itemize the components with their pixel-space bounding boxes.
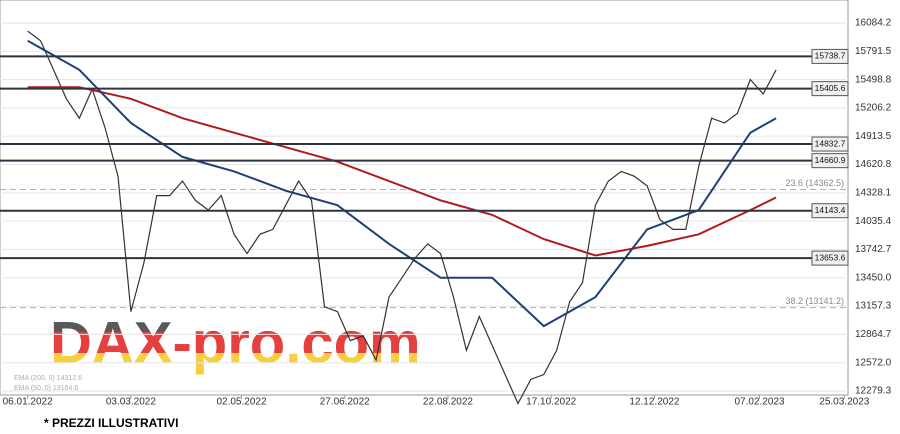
level-box bbox=[811, 250, 849, 266]
x-tick-label: 06.01.2022 bbox=[3, 397, 53, 408]
y-tick-label: 13157.3 bbox=[855, 301, 892, 312]
y-tick-label: 15206.2 bbox=[855, 103, 892, 114]
level-box bbox=[811, 81, 849, 97]
footnote: * PREZZI ILLUSTRATIVI bbox=[44, 416, 178, 430]
x-tick-label: 27.06.2022 bbox=[320, 397, 370, 408]
legend-entry: EMA (50, 0) 13164.6 bbox=[14, 385, 78, 392]
series-line bbox=[27, 86, 777, 257]
level-box bbox=[811, 48, 849, 64]
level-label: 14832.7 bbox=[815, 138, 846, 148]
x-tick-label: 02.05.2022 bbox=[216, 397, 266, 408]
legend-entry: EMA (200, 0) 14312.6 bbox=[14, 375, 82, 382]
watermark: DAX-pro.com bbox=[50, 310, 421, 375]
level-label: 15405.6 bbox=[815, 83, 846, 93]
y-tick-label: 15791.5 bbox=[855, 46, 892, 57]
fib-label: 38.2 (13141.2) bbox=[785, 296, 844, 306]
y-tick-label: 15498.8 bbox=[855, 74, 892, 85]
level-box bbox=[811, 136, 849, 152]
y-tick-label: 12864.7 bbox=[855, 329, 892, 340]
y-tick-label: 16084.2 bbox=[855, 18, 892, 29]
y-tick-label: 14620.8 bbox=[855, 159, 892, 170]
y-tick-label: 13450.0 bbox=[855, 272, 892, 283]
level-label: 13653.6 bbox=[815, 252, 846, 262]
y-tick-label: 14913.5 bbox=[855, 131, 892, 142]
x-tick-label: 12.12.2022 bbox=[629, 397, 679, 408]
x-tick-label: 25.03.2023 bbox=[819, 397, 869, 408]
y-tick-label: 13742.7 bbox=[855, 244, 892, 255]
level-label: 15738.7 bbox=[815, 51, 846, 61]
level-label: 14660.9 bbox=[815, 155, 846, 165]
series-line bbox=[27, 39, 777, 328]
x-tick-label: 03.03.2022 bbox=[106, 397, 156, 408]
x-tick-label: 17.10.2022 bbox=[526, 397, 576, 408]
y-tick-label: 14328.1 bbox=[855, 187, 892, 198]
level-box bbox=[811, 153, 849, 169]
series-line bbox=[27, 30, 777, 405]
level-label: 14143.4 bbox=[815, 205, 846, 215]
y-tick-label: 14035.4 bbox=[855, 216, 892, 227]
x-tick-label: 07.02.2023 bbox=[734, 397, 784, 408]
fib-label: 23.6 (14362.5) bbox=[785, 178, 844, 188]
level-box bbox=[811, 203, 849, 219]
y-tick-label: 12572.0 bbox=[855, 357, 892, 368]
x-tick-label: 22.08.2022 bbox=[423, 397, 473, 408]
y-tick-label: 12279.3 bbox=[855, 386, 892, 397]
